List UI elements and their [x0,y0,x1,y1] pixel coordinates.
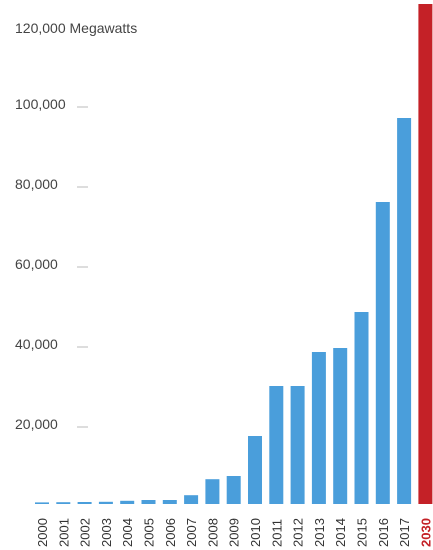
y-tick-label: 60,000 [15,256,58,272]
x-tick-label-2009: 2009 [227,518,242,547]
bar-2017 [397,118,412,504]
x-tick-label-2016: 2016 [376,518,391,547]
bar-2012 [290,386,305,504]
bar-2030 [418,4,433,504]
x-tick-label-2030: 2030 [418,518,433,547]
bar-2001 [56,502,71,504]
x-tick-label-2004: 2004 [120,518,135,547]
x-axis: 2000 2001 2002 2003 2004 2005 2006 2007 2008 2009… [35,518,433,547]
bar-2002 [77,502,92,504]
bar-2006 [162,500,177,504]
bar-2015 [354,312,369,504]
y-tick-label: 40,000 [15,336,58,352]
bars [35,4,433,504]
x-tick-label-2010: 2010 [248,518,263,547]
bar-2010 [248,436,262,504]
x-tick-label-2006: 2006 [163,518,178,547]
bar-2016 [375,202,390,504]
x-tick-label-2002: 2002 [78,518,93,547]
bar-2013 [311,352,326,504]
y-tick-label: 20,000 [15,416,58,432]
bar-2014 [333,348,348,504]
bar-2003 [98,501,113,504]
bar-2009 [226,476,241,504]
x-tick-label-2000: 2000 [35,518,50,547]
x-tick-label-2017: 2017 [397,518,412,547]
x-tick-label-2007: 2007 [184,518,199,547]
x-tick-label-2003: 2003 [99,518,114,547]
x-tick-label-2008: 2008 [205,518,220,547]
bar-2005 [141,500,156,504]
bar-2007 [184,495,199,504]
x-tick-label-2015: 2015 [355,518,370,547]
y-tick-label: 80,000 [15,176,58,192]
x-tick-label-2005: 2005 [142,518,157,547]
x-tick-label-2001: 2001 [56,518,71,547]
x-tick-label-2012: 2012 [291,518,306,547]
x-tick-label-2011: 2011 [269,519,284,547]
bar-2008 [205,479,220,504]
x-tick-label-2014: 2014 [333,518,348,547]
x-tick-label-2013: 2013 [312,518,327,547]
bar-2004 [120,500,135,504]
y-axis: 20,000 40,000 60,000 80,000 100,000 [15,96,88,432]
y-axis-label: 120,000 Megawatts [15,20,137,36]
y-tick-label: 100,000 [15,96,66,112]
bar-2000 [35,502,49,504]
bar-2011 [269,386,284,504]
